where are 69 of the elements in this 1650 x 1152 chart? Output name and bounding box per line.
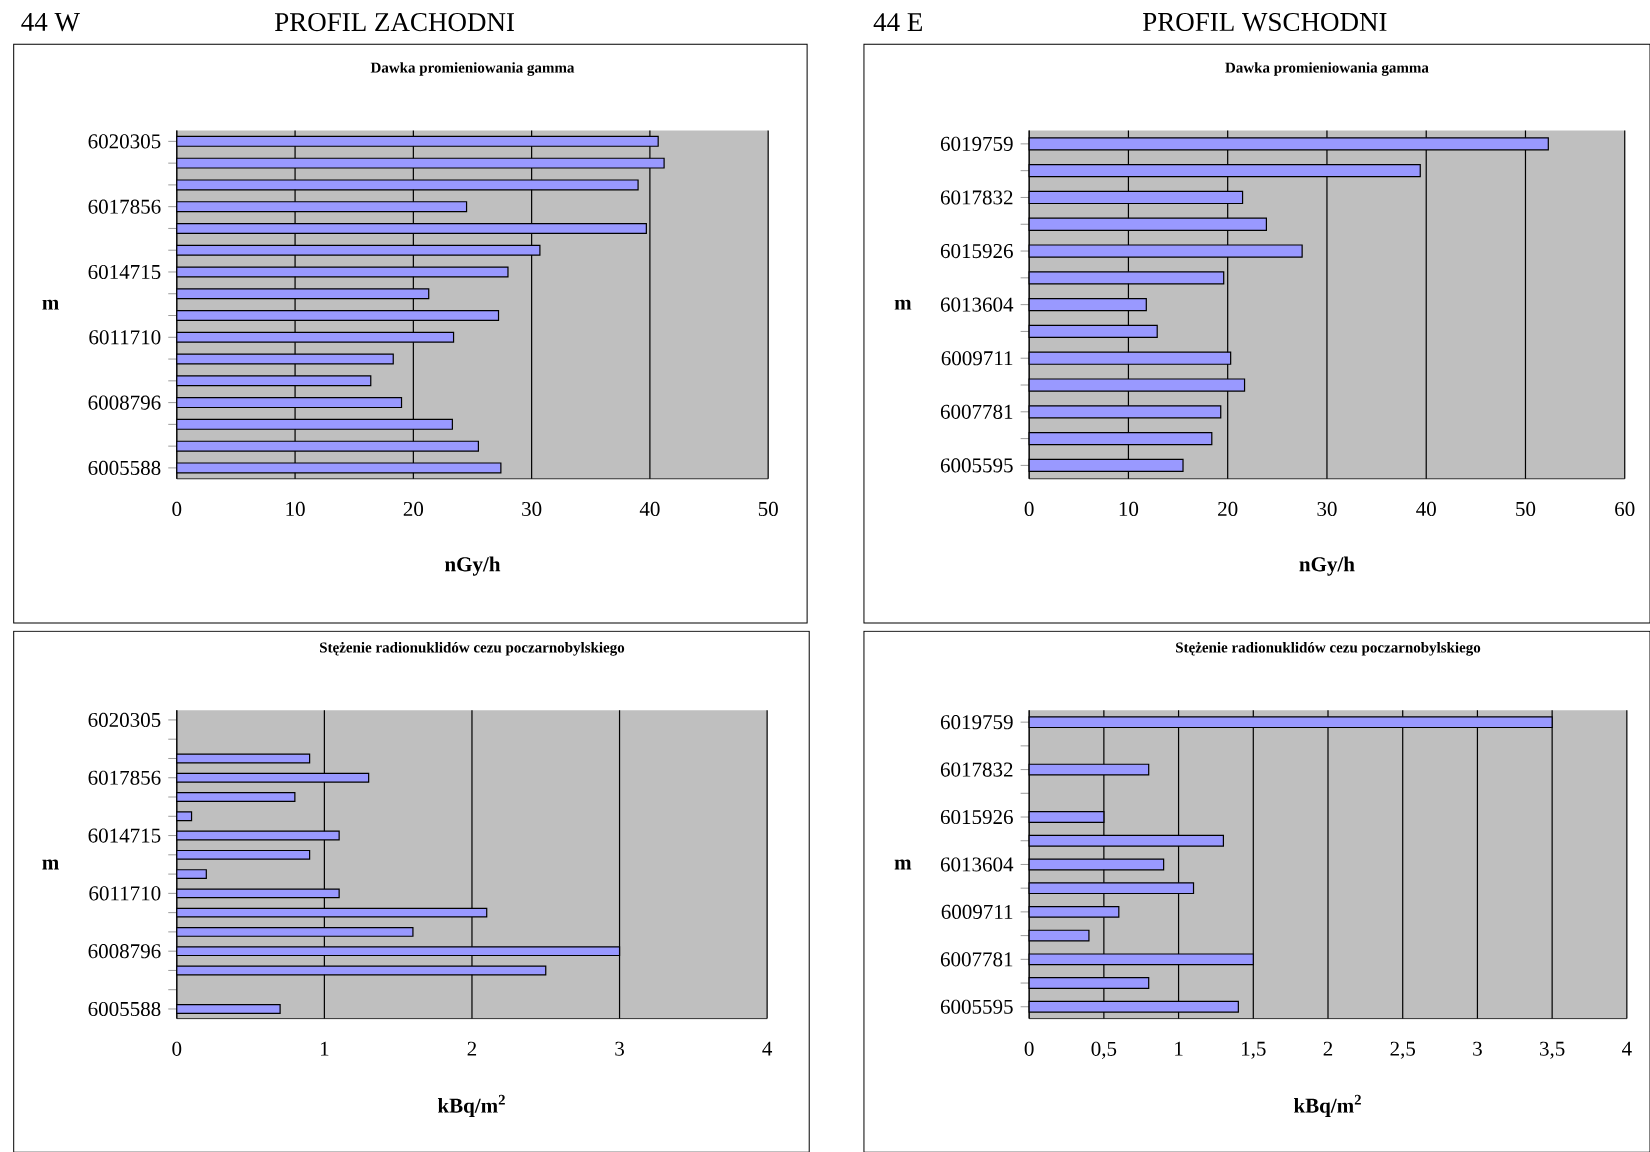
y-tick-label: 6017832 bbox=[940, 190, 1013, 205]
y-tick-label: 6005588 bbox=[88, 460, 161, 475]
x-tick-label: 10 bbox=[286, 501, 305, 516]
y-tick-label: 6019759 bbox=[940, 136, 1013, 151]
y-tick-label: 6011710 bbox=[89, 886, 161, 901]
x-tick-label: 2 bbox=[467, 1041, 477, 1056]
x-axis-title: nGy/h bbox=[1299, 556, 1355, 576]
x-tick-label: 1 bbox=[1175, 1041, 1183, 1056]
y-axis-title: m bbox=[42, 299, 59, 310]
y-tick-label: 6011710 bbox=[89, 330, 161, 345]
x-tick-label: 2 bbox=[1323, 1041, 1333, 1056]
y-tick-label: 6020305 bbox=[88, 712, 161, 727]
x-tick-label: 30 bbox=[522, 501, 542, 516]
y-tick-label: 6013604 bbox=[940, 297, 1014, 312]
y-axis-title: m bbox=[42, 859, 59, 870]
x-tick-label: 50 bbox=[758, 501, 778, 516]
y-tick-label: 6005595 bbox=[940, 999, 1013, 1014]
text: 44 W bbox=[21, 12, 80, 32]
text: 44 E bbox=[873, 13, 922, 31]
x-tick-label: 0 bbox=[1024, 1041, 1034, 1056]
y-tick-label: 6015926 bbox=[940, 243, 1013, 259]
text: PROFIL ZACHODNI bbox=[274, 12, 514, 32]
x-tick-label: 0 bbox=[172, 1041, 182, 1056]
x-tick-label: 1,5 bbox=[1242, 1041, 1266, 1059]
y-tick-label: 6005595 bbox=[940, 458, 1013, 473]
y-tick-label: 6013604 bbox=[940, 857, 1014, 872]
x-tick-label: 3 bbox=[1473, 1041, 1482, 1056]
y-tick-label: 6019759 bbox=[940, 714, 1013, 730]
x-tick-label: 60 bbox=[1615, 501, 1635, 516]
y-axis-title: m bbox=[894, 859, 912, 870]
y-tick-label: 6008796 bbox=[88, 943, 161, 959]
chart-title: Stężenie radionuklidów cezu poczarnobylskiego bbox=[320, 641, 625, 656]
x-tick-label: 10 bbox=[1119, 501, 1139, 516]
x-tick-label: 0,5 bbox=[1091, 1041, 1117, 1059]
y-tick-label: 6009711 bbox=[941, 904, 1013, 919]
y-tick-label: 6017832 bbox=[940, 762, 1013, 777]
y-tick-label: 6015926 bbox=[940, 809, 1013, 824]
y-tick-label: 6005588 bbox=[88, 1001, 161, 1016]
x-tick-label: 4 bbox=[762, 1041, 773, 1056]
chart-title: Stężenie radionuklidów cezu poczarnobylskiego bbox=[1176, 641, 1481, 656]
x-tick-label: 3 bbox=[615, 1041, 624, 1056]
x-axis-title: kBq/m$^{2}$ bbox=[437, 1094, 505, 1117]
x-tick-label: 0 bbox=[172, 501, 182, 516]
x-tick-label: 3,5 bbox=[1540, 1041, 1565, 1059]
x-tick-label: 30 bbox=[1317, 501, 1337, 516]
y-tick-label: 6009711 bbox=[941, 351, 1013, 366]
x-tick-label: 20 bbox=[403, 501, 424, 516]
chart-title: Dawka promieniowania gamma bbox=[370, 62, 575, 76]
x-axis-title: kBq/m$^{2}$ bbox=[1294, 1094, 1361, 1117]
y-tick-label: 6014715 bbox=[88, 828, 161, 843]
x-axis-title: nGy/h bbox=[445, 556, 501, 576]
y-tick-label: 6020305 bbox=[88, 134, 161, 149]
text: PROFIL WSCHODNI bbox=[1143, 12, 1387, 32]
y-tick-label: 6017856 bbox=[88, 770, 161, 785]
x-tick-label: 0 bbox=[1024, 501, 1034, 516]
x-tick-label: 40 bbox=[1416, 501, 1436, 516]
y-tick-label: 6017856 bbox=[88, 199, 161, 214]
chart-title: Dawka promieniowania gamma bbox=[1225, 62, 1429, 76]
y-tick-label: 6008796 bbox=[88, 395, 161, 410]
x-tick-label: 2,5 bbox=[1390, 1041, 1416, 1059]
y-axis-title: m bbox=[894, 299, 912, 310]
y-tick-label: 6007781 bbox=[940, 952, 1013, 967]
x-tick-label: 50 bbox=[1516, 501, 1536, 516]
x-tick-label: 20 bbox=[1218, 501, 1238, 516]
y-tick-label: 6007781 bbox=[940, 404, 1013, 419]
x-tick-label: 1 bbox=[320, 1041, 329, 1056]
y-tick-label: 6014715 bbox=[88, 264, 161, 279]
x-tick-label: 40 bbox=[639, 501, 660, 516]
x-tick-label: 4 bbox=[1622, 1041, 1632, 1056]
